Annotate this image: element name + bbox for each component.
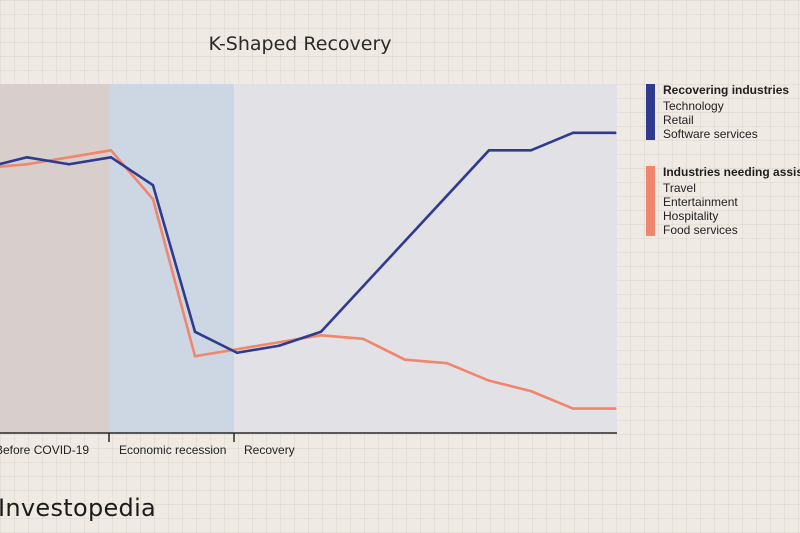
- phase-band-1: [0, 84, 109, 433]
- legend-swatch-2: [646, 166, 655, 236]
- legend-item: Hospitality: [663, 209, 718, 223]
- phase-bands: [0, 84, 617, 433]
- legend-item: Travel: [663, 181, 696, 195]
- series-2-point-13: [529, 389, 533, 393]
- legend-swatch-1: [646, 84, 655, 140]
- series-1-point-2: [67, 162, 71, 166]
- phase-band-3: [234, 84, 617, 433]
- series-2-point-9: [361, 337, 365, 341]
- series-2-point-10: [403, 358, 407, 362]
- legend-heading-2: Industries needing assistance: [663, 165, 800, 179]
- series-2-point-12: [487, 379, 491, 382]
- series-1-point-14: [571, 131, 575, 135]
- legend-item: Food services: [663, 223, 738, 237]
- series-2-point-7: [277, 340, 281, 344]
- legend-item: Technology: [663, 99, 724, 113]
- series-2-point-11: [445, 361, 449, 365]
- legend-item: Entertainment: [663, 195, 738, 209]
- chart-title: K-Shaped Recovery: [208, 33, 391, 55]
- series-line-1: [0, 131, 617, 355]
- phase-ticks: Before COVID-19 Economic recession Recover…: [0, 433, 295, 457]
- series-1-point-7: [277, 344, 281, 348]
- series-1-point-12: [487, 149, 491, 152]
- series-2-point-3: [109, 149, 113, 152]
- series-1-point-15: [613, 131, 617, 135]
- series-lines: [0, 131, 617, 410]
- phase-label-1: Before COVID-19: [0, 443, 89, 457]
- series-1-point-10: [403, 239, 407, 243]
- legend-heading-1: Recovering industries: [663, 83, 789, 97]
- series-2-point-2: [67, 155, 71, 159]
- series-2-point-5: [193, 354, 197, 358]
- series-2-point-8: [319, 333, 323, 337]
- series-1-point-1: [25, 155, 29, 159]
- series-1-point-8: [319, 330, 323, 334]
- phase-label-2: Economic recession: [119, 443, 226, 457]
- series-2-point-14: [571, 407, 575, 410]
- series-2-point-6: [235, 347, 239, 351]
- legend-item: Software services: [663, 127, 758, 141]
- phase-band-2: [109, 84, 234, 433]
- phase-label-3: Recovery: [244, 443, 295, 457]
- series-1-point-11: [445, 194, 449, 197]
- series-2-point-15: [613, 407, 617, 410]
- series-2-point-1: [25, 162, 29, 166]
- series-1-point-6: [235, 351, 239, 355]
- series-1-point-3: [109, 155, 113, 159]
- legend: Recovering industries TechnologyRetailSof…: [646, 83, 800, 237]
- series-2-point-4: [151, 197, 155, 201]
- series-1-point-4: [151, 183, 155, 187]
- series-1-point-9: [361, 285, 365, 288]
- investopedia-logo: Investopedia: [0, 494, 156, 522]
- series-1-point-13: [529, 149, 533, 152]
- series-1-point-5: [193, 330, 197, 334]
- legend-item: Retail: [663, 113, 694, 127]
